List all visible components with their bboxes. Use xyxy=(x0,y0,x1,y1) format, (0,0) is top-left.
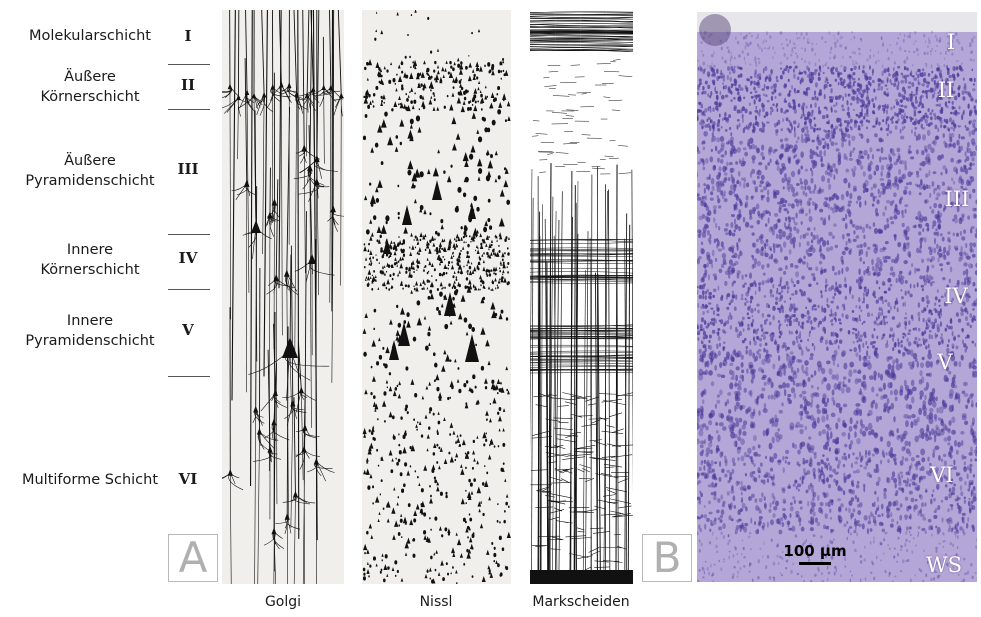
photo-label-6: VI xyxy=(930,463,954,487)
roman-2: II xyxy=(180,76,196,94)
golgi-panel xyxy=(222,10,344,584)
column-title-markscheiden: Markscheiden xyxy=(532,594,630,610)
layer-name-1: Molekularschicht xyxy=(29,28,151,44)
layer-name-2: Äußere Körnerschicht xyxy=(40,69,140,105)
layer-separator xyxy=(168,376,210,377)
panel-label-b: B xyxy=(642,534,692,582)
photo-label-5: V xyxy=(937,350,953,374)
layer-name-3: Äußere Pyramidenschicht xyxy=(25,153,155,189)
layer-name-4: Innere Körnerschicht xyxy=(40,242,140,278)
layer-separator xyxy=(168,64,210,65)
photo-label-2: II xyxy=(937,78,955,102)
roman-6: VI xyxy=(178,470,198,488)
nissl-photo-panel xyxy=(697,12,977,582)
layer-name-6: Multiforme Schicht xyxy=(21,472,159,488)
photo-label-ws: WS xyxy=(926,553,962,577)
nissl-panel xyxy=(362,10,511,584)
roman-3: III xyxy=(177,160,199,178)
photo-label-1: I xyxy=(946,30,956,54)
markscheiden-panel xyxy=(530,10,633,584)
photo-label-4: IV xyxy=(944,284,968,308)
scale-bar-label: 100 µm xyxy=(783,542,847,560)
column-title-golgi: Golgi xyxy=(264,594,302,610)
roman-1: I xyxy=(184,27,192,45)
layer-separator xyxy=(168,109,210,110)
photo-label-3: III xyxy=(944,187,970,211)
layer-separator xyxy=(168,234,210,235)
column-title-nissl: Nissl xyxy=(419,594,453,610)
panel-label-a: A xyxy=(168,534,218,582)
roman-5: V xyxy=(182,321,194,339)
scale-bar xyxy=(799,562,831,565)
layer-name-5: Innere Pyramidenschicht xyxy=(25,313,155,349)
layer-separator xyxy=(168,289,210,290)
roman-4: IV xyxy=(178,249,198,267)
